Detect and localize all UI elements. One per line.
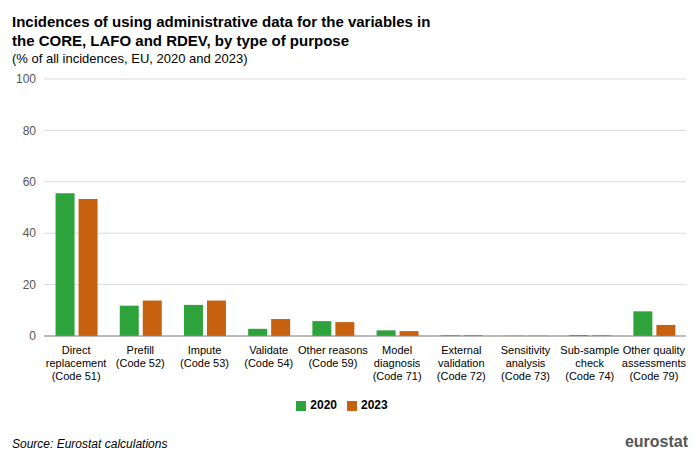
svg-text:60: 60 (23, 175, 37, 189)
svg-text:0: 0 (29, 329, 36, 343)
html-text:2020: 2020 (310, 398, 337, 412)
svg-text:80: 80 (23, 124, 37, 138)
svg-text:Impute(Code 53): Impute(Code 53) (180, 344, 229, 369)
html-text:Source: Eurostat calculations: Source: Eurostat calculations (12, 437, 168, 451)
svg-text:20: 20 (23, 278, 37, 292)
html-text:eurostat: eurostat (624, 433, 688, 450)
svg-text:Other reasons(Code 59): Other reasons(Code 59) (298, 344, 368, 369)
svg-text:Externalvalidation(Code 72): Externalvalidation(Code 72) (437, 344, 486, 382)
svg-text:Sensitivityanalysis(Code 73): Sensitivityanalysis(Code 73) (501, 344, 551, 382)
html-text:Incidences of using administra: Incidences of using administrative data … (12, 13, 431, 49)
svg-text:Validate(Code 54): Validate(Code 54) (244, 344, 293, 369)
svg-text:Modeldiagnosis(Code 71): Modeldiagnosis(Code 71) (373, 344, 422, 382)
svg-text:40: 40 (23, 226, 37, 240)
html-text:(% of all incidences, EU, 2020: (% of all incidences, EU, 2020 and 2023) (12, 51, 248, 66)
html-text:2023: 2023 (361, 398, 388, 412)
svg-text:Prefill(Code 52): Prefill(Code 52) (116, 344, 165, 369)
svg-text:Sub-samplecheck(Code 74): Sub-samplecheck(Code 74) (560, 344, 619, 382)
svg-text:Other qualityassessments(Code: Other qualityassessments(Code 79) (622, 344, 687, 382)
svg-text:100: 100 (16, 72, 36, 86)
svg-text:Directreplacement(Code 51): Directreplacement(Code 51) (46, 344, 107, 382)
